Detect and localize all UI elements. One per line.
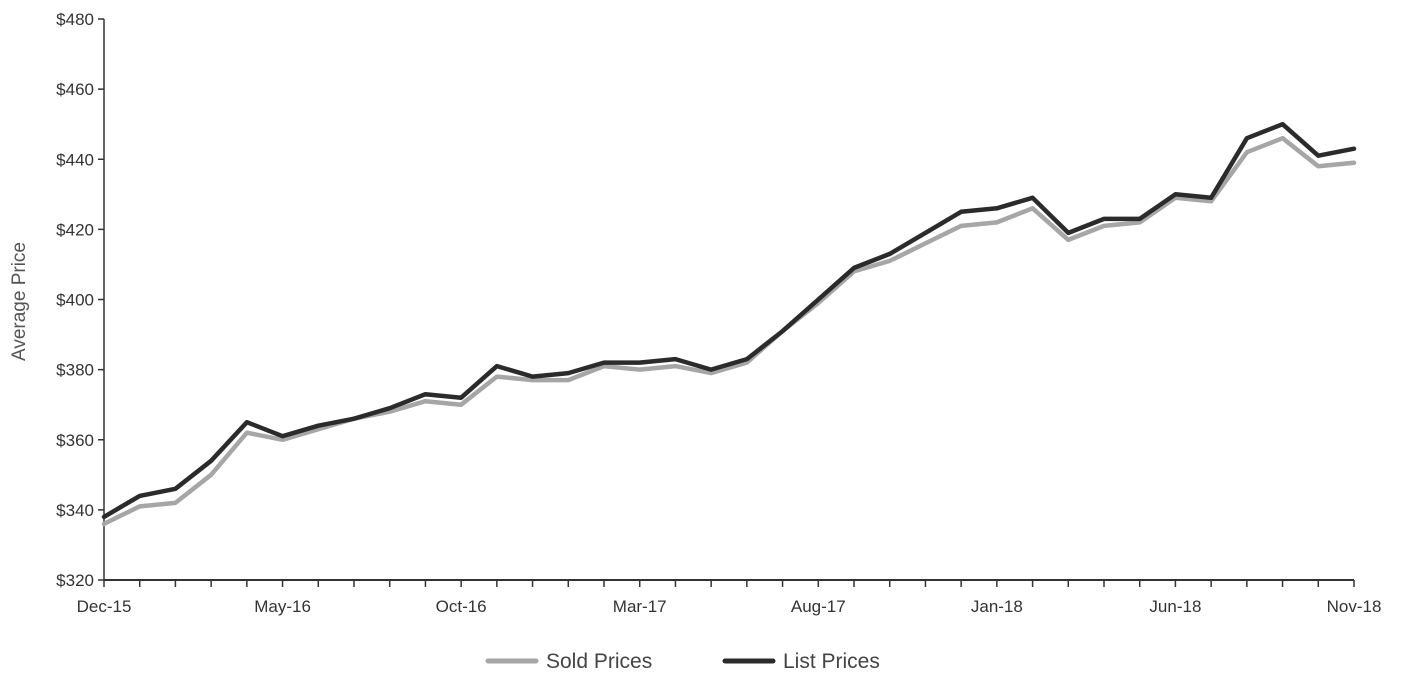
legend-label-list-prices: List Prices [783,650,880,673]
series-line-list-prices [101,121,1357,520]
y-axis-title: Average Price [9,242,30,361]
y-tick-label: $320 [56,571,94,590]
y-tick-label: $380 [56,361,94,380]
x-axis-ticks: Dec-15 May-16 Oct-16 Mar-17 Aug-17 Jan-18 Jun-… [77,580,1382,616]
y-tick-label: $400 [56,291,94,310]
x-tick-label: May-16 [254,597,311,616]
y-tick-label: $460 [56,80,94,99]
y-tick-label: $440 [56,150,94,169]
y-tick-label: $420 [56,220,94,239]
x-tick-label: Aug-17 [791,597,846,616]
x-tick-label: Nov-18 [1327,597,1382,616]
x-tick-label: Oct-16 [436,597,487,616]
legend-label-sold-prices: Sold Prices [546,650,652,673]
x-tick-label: Jan-18 [971,597,1023,616]
y-tick-label: $340 [56,501,94,520]
y-tick-label: $360 [56,431,94,450]
x-tick-label: Dec-15 [77,597,132,616]
x-tick-label: Jun-18 [1149,597,1201,616]
y-axis-ticks: $320 $340 $360 $380 $400 $420 $440 $460 $480 [56,10,104,590]
legend: Sold Prices List Prices [485,650,880,673]
x-tick-label: Mar-17 [613,597,667,616]
series-line-sold-prices [101,135,1357,527]
y-tick-label: $480 [56,10,94,29]
series-layer [101,121,1357,527]
